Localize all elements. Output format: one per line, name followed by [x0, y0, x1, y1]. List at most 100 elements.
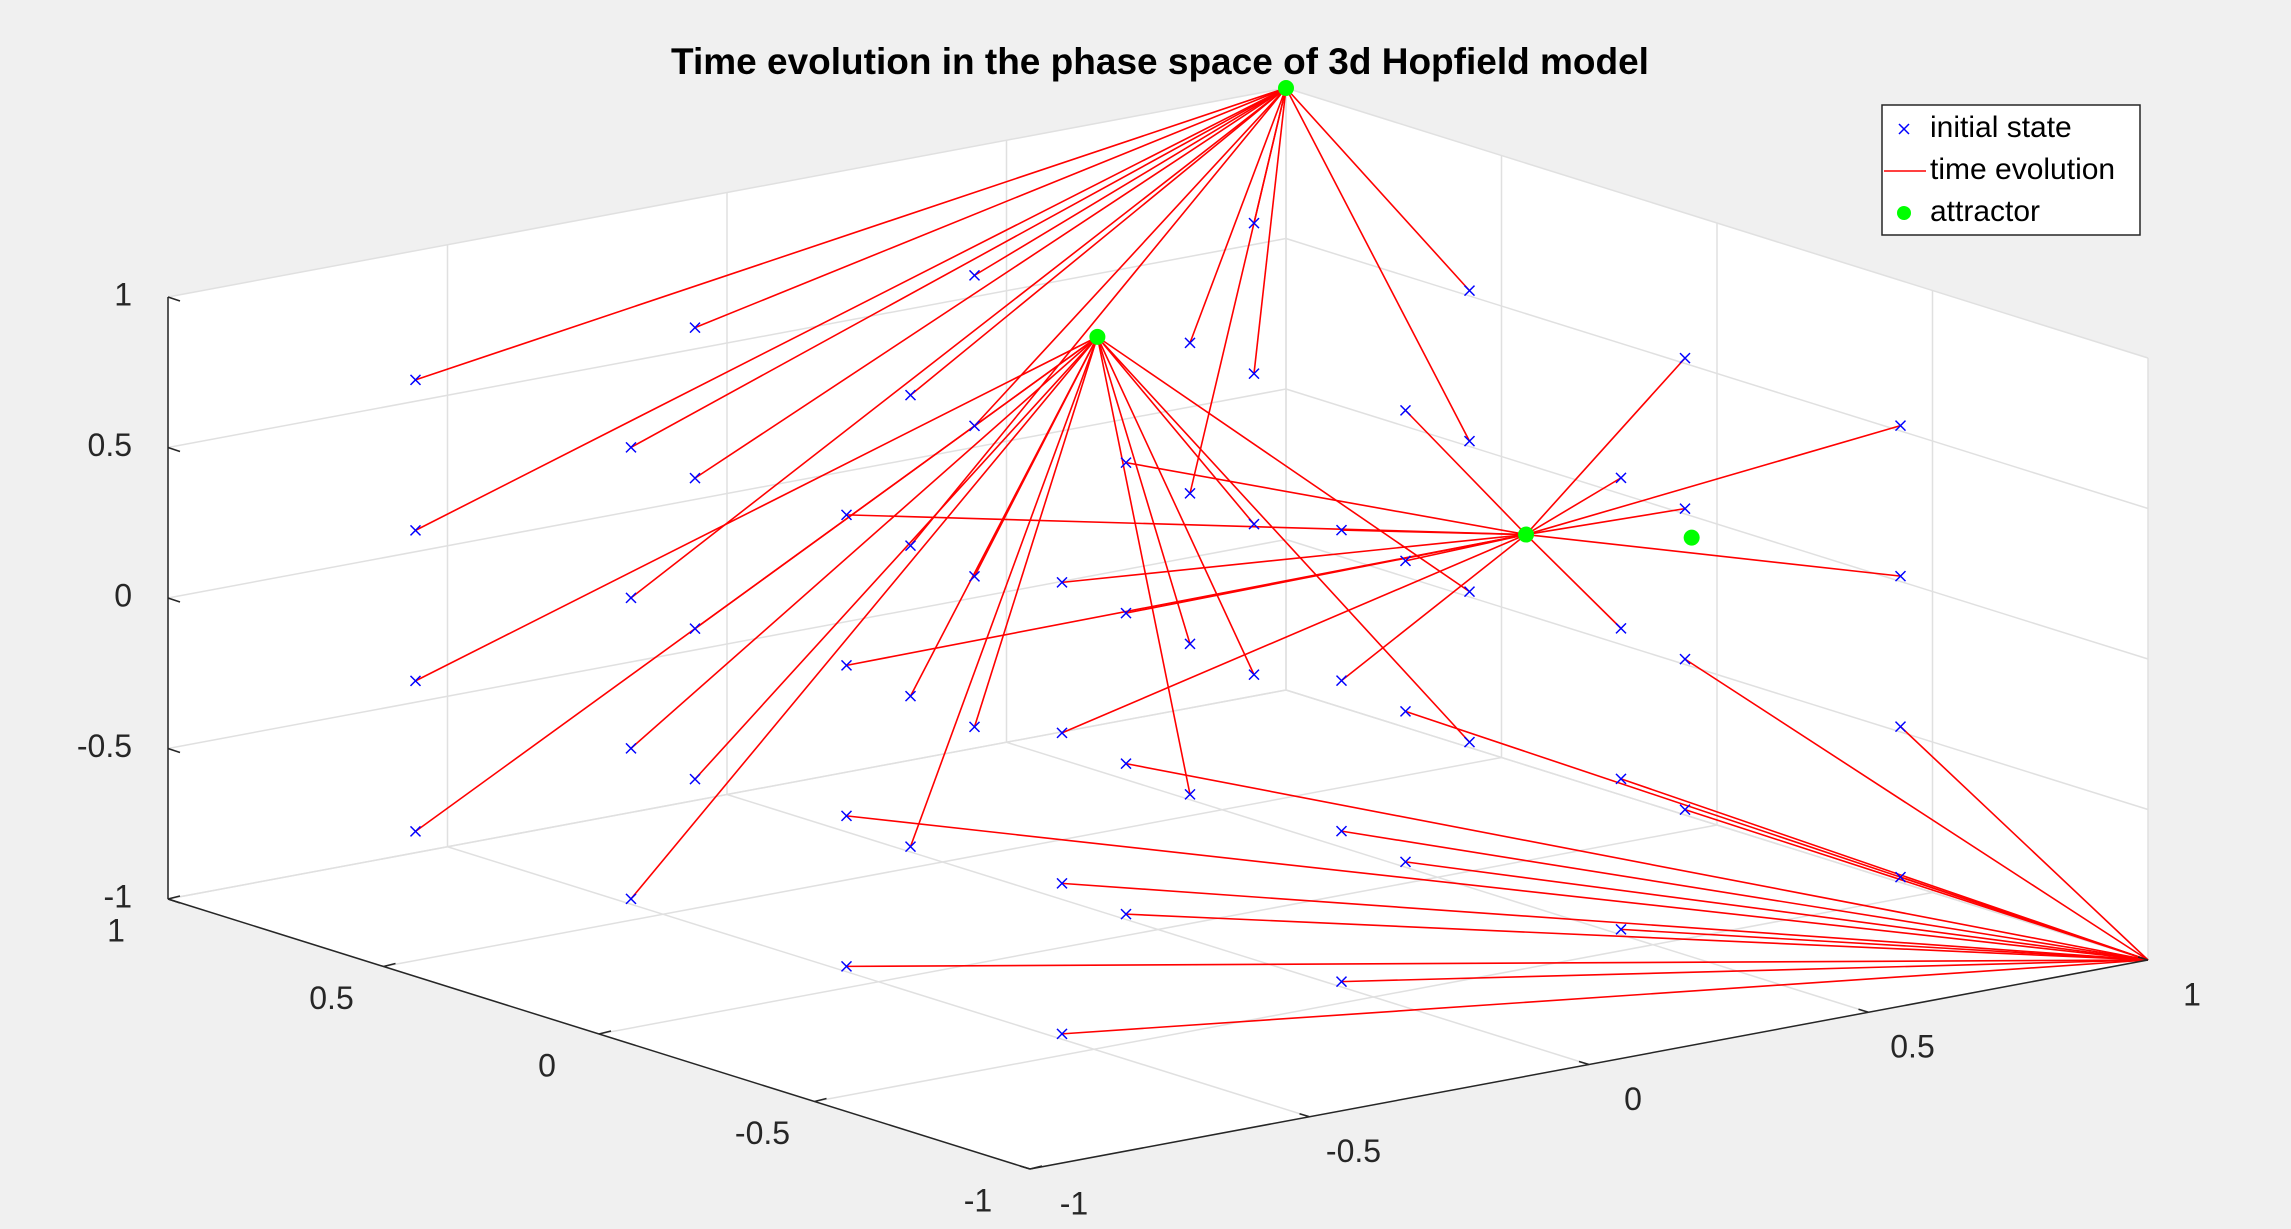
initial-state-marker	[625, 742, 637, 754]
trajectory	[1096, 336, 1255, 675]
initial-state-marker	[1615, 472, 1627, 484]
attractor	[1278, 80, 1294, 96]
initial-state-marker	[1894, 420, 1907, 432]
trajectory	[1525, 477, 1622, 536]
initial-state-marker	[1248, 217, 1260, 229]
x-tick-label: -1	[1060, 1185, 1088, 1221]
trajectory	[1096, 336, 1191, 795]
z-tick	[167, 597, 181, 603]
x-tick-label: 0	[1624, 1081, 1642, 1117]
trajectory	[1125, 533, 1527, 614]
x-tick	[1578, 1060, 1590, 1066]
initial-state-marker	[1894, 871, 1907, 883]
grid	[167, 87, 2149, 1170]
x-tick	[1299, 1113, 1310, 1118]
grid-line	[167, 538, 1287, 750]
trajectory	[846, 959, 2149, 968]
initial-state-marker	[1335, 524, 1348, 536]
grid-line	[1285, 538, 2149, 811]
initial-state-marker	[1184, 638, 1196, 650]
initial-state-marker	[625, 893, 637, 905]
y-tick	[383, 962, 396, 968]
trajectory	[1061, 533, 1527, 584]
legend-swatch	[1898, 123, 1910, 135]
trajectory	[1096, 336, 1255, 525]
trajectory	[1525, 533, 1901, 577]
initial-state-marker	[840, 810, 853, 822]
trajectory	[973, 336, 1099, 577]
trajectory	[694, 87, 1287, 329]
trajectory	[630, 87, 1287, 599]
initial-state-marker	[1463, 435, 1476, 447]
axes: -1-0.500.51-1-0.500.51-1-0.500.51	[77, 276, 2201, 1221]
trajectory	[1404, 409, 1527, 536]
y-tick-label: 0	[538, 1047, 556, 1083]
z-tick-label: -0.5	[77, 728, 132, 764]
x-tick	[2137, 956, 2149, 961]
initial-state-marker	[1056, 877, 1068, 889]
legend-box	[1881, 104, 2141, 236]
trajectory	[1061, 533, 1527, 734]
x-tick-label: -0.5	[1326, 1133, 1381, 1169]
trajectory	[694, 336, 1098, 630]
grid-line	[1285, 237, 2149, 510]
initial-state-marker	[968, 420, 981, 432]
initial-state-marker	[1615, 622, 1627, 634]
x-tick	[1858, 1008, 1869, 1013]
trajectory	[909, 87, 1287, 547]
grid-line	[1285, 87, 2149, 359]
trajectory	[1096, 336, 1191, 645]
x-tick-label: 0.5	[1890, 1029, 1934, 1065]
x-tick-label: 1	[2183, 976, 2201, 1012]
initial-state-marker	[409, 524, 422, 536]
initial-state-marker	[840, 509, 853, 521]
trajectory	[1405, 861, 2149, 961]
grid-line	[1285, 689, 2149, 961]
initial-state-marker	[409, 374, 422, 386]
markers	[409, 80, 1907, 1040]
trajectory	[415, 87, 1287, 532]
initial-state-marker	[1335, 675, 1348, 687]
initial-state-marker	[904, 690, 917, 702]
trajectories	[415, 87, 2149, 1035]
trajectory	[1684, 808, 2149, 961]
initial-state-marker	[968, 570, 981, 582]
trajectory	[630, 87, 1287, 449]
trajectory	[1405, 533, 1527, 562]
z-tick-label: 1	[114, 276, 132, 312]
initial-state-marker	[1120, 758, 1132, 770]
initial-state-marker	[840, 960, 853, 972]
grid-line	[598, 824, 1718, 1035]
y-tick	[598, 1030, 612, 1035]
trajectory	[1341, 830, 2149, 961]
initial-state-marker	[1184, 337, 1196, 349]
trajectory	[973, 336, 1099, 728]
initial-state-marker	[1120, 457, 1132, 469]
initial-state-marker	[968, 721, 981, 733]
trajectory	[909, 336, 1099, 847]
initial-state-marker	[1248, 368, 1260, 380]
initial-state-marker	[1399, 705, 1412, 717]
initial-state-marker	[1184, 788, 1196, 800]
trajectory	[1125, 762, 2149, 961]
initial-state-marker	[1463, 285, 1476, 297]
legend-label: time evolution	[1930, 153, 2115, 186]
z-tick-label: -1	[104, 878, 132, 914]
initial-state-marker	[1056, 1028, 1068, 1040]
initial-state-marker	[1184, 487, 1196, 499]
initial-state-marker	[968, 269, 981, 281]
trajectory	[415, 336, 1098, 682]
y-tick	[814, 1097, 827, 1103]
y-tick-label: -1	[964, 1182, 992, 1218]
trajectory	[1061, 882, 2149, 961]
z-tick	[167, 898, 181, 904]
z-tick	[167, 747, 181, 754]
initial-state-marker	[689, 623, 701, 635]
grid-line	[167, 689, 1287, 900]
initial-state-marker	[1679, 653, 1691, 665]
trajectory	[1525, 424, 1901, 536]
initial-state-marker	[1615, 773, 1627, 785]
y-tick-label: 1	[107, 912, 125, 948]
grid-line	[167, 388, 1287, 599]
